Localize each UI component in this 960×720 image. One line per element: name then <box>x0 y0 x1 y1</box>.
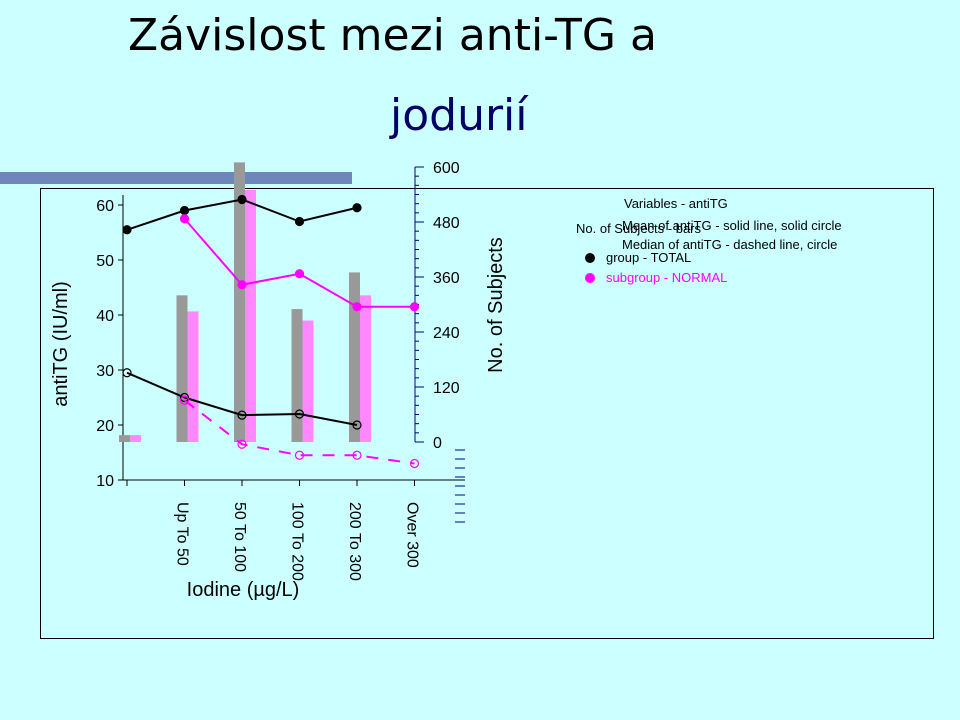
chart-frame <box>40 188 934 639</box>
median-total-point <box>352 420 362 430</box>
bar-normal <box>302 320 314 442</box>
median-normal-line <box>183 399 415 465</box>
accent-bar <box>0 172 352 184</box>
mean-normal-line <box>183 218 415 308</box>
legend-median-label: Median of antiTG - dashed line, circle <box>622 237 837 252</box>
y2-tick-label: 360 <box>433 270 460 287</box>
bar-normal <box>187 311 199 442</box>
mean-total-point <box>352 203 362 213</box>
x-tick-label: 200 To 300 <box>346 502 363 581</box>
x-tick-label: Up To 50 <box>174 502 191 566</box>
mean-normal-point <box>237 280 247 290</box>
bar-normal <box>245 189 256 442</box>
median-normal-point <box>409 458 420 469</box>
x-tick-label: Over 300 <box>404 502 421 568</box>
median-normal-point <box>294 450 305 460</box>
legend-header: Variables - antiTG <box>624 196 728 211</box>
median-total-point <box>294 409 305 419</box>
median-normal-point <box>352 450 362 460</box>
bar-total <box>234 162 245 442</box>
y-tick-label: 40 <box>96 308 114 325</box>
median-total-point <box>237 410 247 420</box>
x-axis-label: Iodine (µg/L) <box>187 579 300 601</box>
y2-tick-label: 120 <box>433 380 460 397</box>
median-normal-point <box>179 395 190 405</box>
x-tick-label: 100 To 200 <box>289 502 306 581</box>
y2-tick-label: 600 <box>433 160 460 177</box>
bar-total <box>349 272 360 442</box>
legend-group-normal: subgroup - NORMAL <box>606 270 727 285</box>
median-total-line <box>126 371 358 426</box>
y-axis-label: antiTG (IU/ml) <box>50 281 72 407</box>
median-normal-point <box>237 439 247 449</box>
bar-total <box>119 435 130 442</box>
y-tick-label: 10 <box>96 473 114 490</box>
slide-title-line1: Závislost mezi anti-TG a <box>128 10 657 61</box>
median-total-point <box>122 368 132 378</box>
legend-bars-label: No. of Subjects - bars <box>576 221 701 236</box>
mean-normal-point <box>352 302 362 312</box>
y2-tick-label: 240 <box>433 325 460 342</box>
legend-normal-marker <box>585 273 595 283</box>
mean-normal-point <box>409 302 420 312</box>
legend-group-total: group - TOTAL <box>606 250 691 265</box>
legend-mean-label: Mean of antiTG - solid line, solid circl… <box>622 218 842 233</box>
series-lines <box>122 194 420 469</box>
x-tick-label: 50 To 100 <box>231 502 248 572</box>
legend-total-marker <box>585 253 595 263</box>
bars <box>119 162 371 442</box>
bar-total <box>176 295 188 442</box>
bar-normal <box>360 295 371 442</box>
legend: Variables - antiTG No. of Subjects - bar… <box>576 196 842 285</box>
mean-normal-point <box>179 214 190 224</box>
mean-total-point <box>179 205 190 216</box>
mean-total-point <box>294 216 305 227</box>
y-tick-label: 50 <box>96 253 114 270</box>
slide-title-line2: jodurií <box>390 90 528 141</box>
axes: 10 20 30 40 50 60 antiTG (IU/ml) Up To 50 50 To … <box>50 160 507 601</box>
y2-tick-label: 0 <box>433 435 442 452</box>
bar-normal <box>130 435 141 442</box>
y-tick-label: 60 <box>96 198 114 215</box>
y2-axis-label: No. of Subjects <box>485 237 507 373</box>
mean-normal-point <box>294 269 305 279</box>
bar-total <box>291 309 303 442</box>
mean-total-point <box>122 225 132 235</box>
mean-total-point <box>237 194 247 205</box>
y-tick-label: 30 <box>96 363 114 380</box>
y-tick-label: 20 <box>96 418 114 435</box>
y2-tick-label: 480 <box>433 215 460 232</box>
